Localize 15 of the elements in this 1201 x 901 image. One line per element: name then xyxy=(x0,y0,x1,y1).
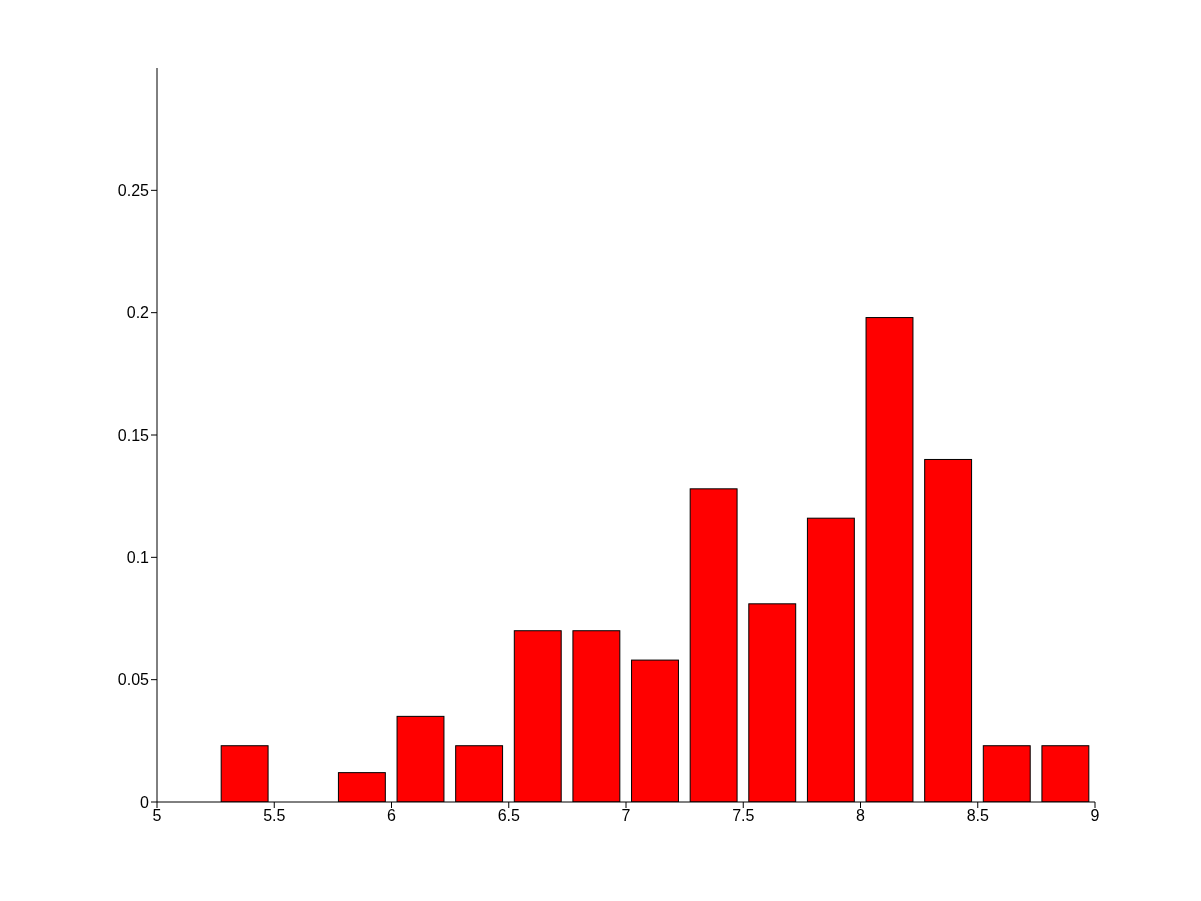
x-tick-label: 5.5 xyxy=(263,807,286,825)
x-tick-label: 5 xyxy=(152,807,162,825)
y-tick-label: 0.2 xyxy=(126,304,150,322)
x-tick-label: 8 xyxy=(856,807,866,825)
x-tick-label: 9 xyxy=(1090,807,1100,825)
x-tick-label: 7 xyxy=(621,807,631,825)
y-tick-label: 0.1 xyxy=(126,549,150,567)
y-tick-label: 0.05 xyxy=(117,671,150,689)
y-tick-label: 0 xyxy=(140,793,150,811)
x-tick-label: 6.5 xyxy=(497,807,520,825)
y-tick-label: 0.25 xyxy=(117,182,150,200)
y-tick-label: 0.15 xyxy=(117,426,150,444)
x-tick-label: 8.5 xyxy=(966,807,989,825)
x-tick-label: 7.5 xyxy=(732,807,755,825)
x-tick-label: 6 xyxy=(387,807,397,825)
